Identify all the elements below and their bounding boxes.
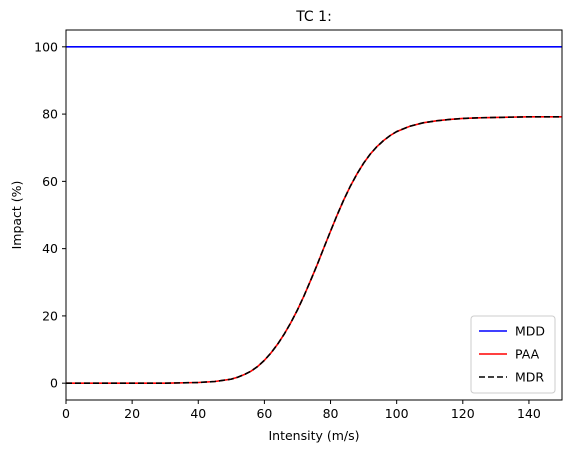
legend-label-paa: PAA [515,347,540,362]
y-tick-label: 20 [42,308,58,323]
chart-title: TC 1: [295,9,332,25]
x-tick-label: 0 [62,406,70,421]
x-tick-label: 20 [124,406,140,421]
x-tick-label: 100 [385,406,409,421]
x-axis-label: Intensity (m/s) [268,428,359,443]
x-tick-label: 40 [190,406,206,421]
x-tick-label: 120 [451,406,475,421]
series-line-mdr [66,115,562,384]
y-axis: 0 20 40 60 80 100 [34,39,66,391]
plot-frame [65,29,563,401]
x-tick-label: 80 [323,406,339,421]
y-tick-label: 100 [34,39,58,54]
legend-label-mdr: MDR [515,370,544,385]
x-tick-label: 140 [517,406,541,421]
y-tick-label: 0 [50,376,58,391]
legend-box [470,315,556,394]
legend: MDD PAA MDR [470,315,556,394]
y-tick-label: 40 [42,241,58,256]
x-tick-label: 60 [256,406,272,421]
y-tick-label: 60 [42,174,58,189]
x-axis: 0 20 40 60 80 100 120 140 [62,400,541,421]
y-axis-label: Impact (%) [9,181,24,250]
y-tick-label: 80 [42,107,58,122]
legend-label-mdd: MDD [515,324,545,339]
